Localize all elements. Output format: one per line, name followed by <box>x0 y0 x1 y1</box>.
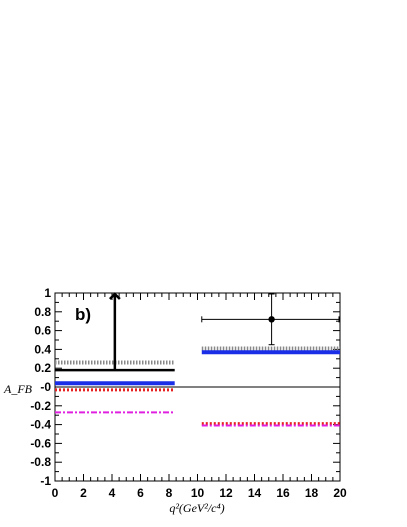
prediction-series <box>55 346 340 427</box>
x-axis-title: q²(GeV²/c⁴) <box>169 501 224 515</box>
x-tick-label: 10 <box>191 486 205 500</box>
y-tick-label: -1 <box>40 474 51 488</box>
measurement-marker <box>268 316 275 323</box>
x-tick-label: 14 <box>248 486 262 500</box>
y-tick-label: -0.8 <box>30 455 51 469</box>
y-axis-title: A_FB <box>3 382 33 396</box>
x-tick-label: 8 <box>166 486 173 500</box>
axis-ticks <box>54 292 341 482</box>
y-tick-label: -0.2 <box>30 399 51 413</box>
y-tick-label: 0.2 <box>34 361 51 375</box>
measurement-point <box>201 293 340 346</box>
y-tick-label: 0.8 <box>34 305 51 319</box>
x-tick-label: 20 <box>333 486 347 500</box>
panel-label: b) <box>75 305 91 324</box>
y-tick-label: -0 <box>40 380 51 394</box>
y-tick-labels: -1 -0.8 -0.6 -0.4 -0.2 -0 0.2 0.4 0.6 0.8 1 <box>30 286 51 488</box>
y-tick-label: -0.4 <box>30 418 51 432</box>
x-tick-labels: 0 2 4 6 8 10 12 14 16 18 20 <box>52 486 347 500</box>
x-tick-label: 16 <box>276 486 290 500</box>
x-tick-label: 12 <box>219 486 233 500</box>
y-tick-label: 0.4 <box>34 342 51 356</box>
x-tick-label: 2 <box>80 486 87 500</box>
x-tick-label: 6 <box>137 486 144 500</box>
x-tick-label: 18 <box>305 486 319 500</box>
y-tick-label: -0.6 <box>30 436 51 450</box>
x-tick-label: 0 <box>52 486 59 500</box>
y-tick-label: 1 <box>44 286 51 300</box>
x-tick-label: 4 <box>109 486 116 500</box>
y-tick-label: 0.6 <box>34 324 51 338</box>
